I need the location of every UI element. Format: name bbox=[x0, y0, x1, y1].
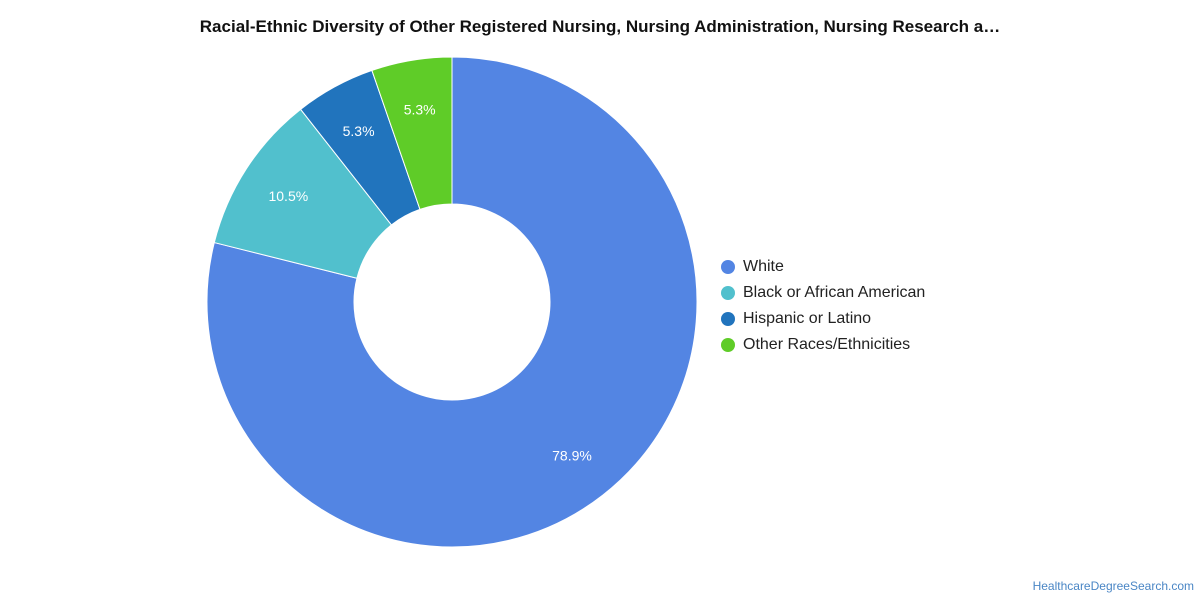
legend-label: Hispanic or Latino bbox=[743, 310, 872, 327]
chart-legend: White Black or African American Hispanic o… bbox=[721, 254, 925, 358]
legend-swatch-icon bbox=[721, 260, 735, 274]
slice-white[interactable] bbox=[206, 56, 698, 548]
legend-swatch-icon bbox=[721, 338, 735, 352]
legend-swatch-icon bbox=[721, 312, 735, 326]
slice-label-black-or-african-american: 10.5% bbox=[268, 188, 308, 204]
chart-title: Racial-Ethnic Diversity of Other Registe… bbox=[199, 17, 1001, 36]
slice-label-white: 78.9% bbox=[552, 448, 592, 464]
slice-other-races-ethnicities[interactable] bbox=[371, 56, 453, 211]
slice-label-hispanic-or-latino: 5.3% bbox=[343, 123, 375, 139]
legend-item-black-or-african-american[interactable]: Black or African American bbox=[721, 280, 925, 306]
legend-item-hispanic-or-latino[interactable]: Hispanic or Latino bbox=[721, 306, 925, 332]
legend-label: Other Races/Ethnicities bbox=[743, 336, 911, 353]
legend-item-white[interactable]: White bbox=[721, 254, 925, 280]
legend-label: Black or African American bbox=[743, 284, 926, 301]
slice-black-or-african-american[interactable] bbox=[213, 108, 393, 279]
legend-swatch-icon bbox=[721, 286, 735, 300]
source-credit[interactable]: HealthcareDegreeSearch.com bbox=[1032, 579, 1194, 593]
legend-label: White bbox=[743, 258, 784, 275]
legend-item-other-races-ethnicities[interactable]: Other Races/Ethnicities bbox=[721, 332, 925, 358]
slice-label-other-races-ethnicities: 5.3% bbox=[404, 102, 436, 118]
